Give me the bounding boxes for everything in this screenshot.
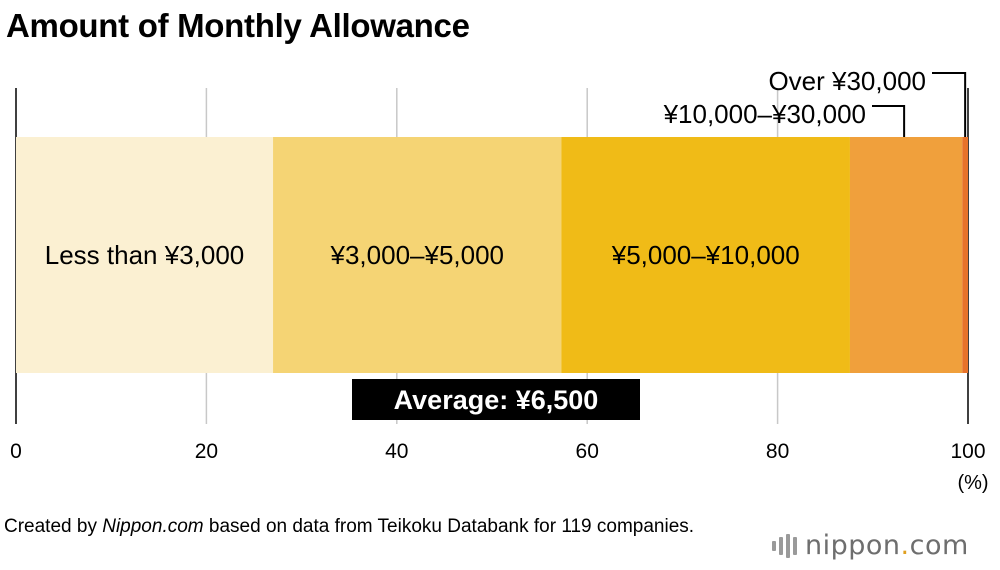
average-box	[352, 379, 640, 420]
callout-leader-4	[872, 105, 906, 137]
x-tick-label: 80	[766, 440, 789, 463]
average-annotation: Average: ¥6,500	[352, 379, 640, 420]
callout-leader-5	[932, 72, 967, 137]
segment-label-3: ¥5,000–¥10,000	[611, 240, 800, 270]
source-prefix: Created by	[4, 516, 103, 537]
x-tick-label: 60	[576, 440, 599, 463]
x-axis: 0 20 40 60 80 100 (%)	[10, 440, 988, 494]
bar-segment-5	[962, 137, 968, 373]
source-note: Created by Nippon.com based on data from…	[4, 514, 744, 539]
x-tick-label: 40	[385, 440, 408, 463]
chart-title: Amount of Monthly Allowance	[6, 7, 470, 44]
stacked-bar-chart: Less than ¥3,000 ¥3,000–¥5,000 ¥5,000–¥10,…	[10, 66, 988, 494]
x-tick-label: 100	[950, 440, 985, 463]
x-tick-label: 20	[195, 440, 218, 463]
brand-dot: .	[900, 530, 910, 561]
callout-label-5: Over ¥30,000	[768, 66, 926, 96]
bar-segment-3	[561, 137, 850, 373]
segment-labels: Less than ¥3,000 ¥3,000–¥5,000 ¥5,000–¥10,…	[45, 240, 800, 270]
brand-mark-icon	[772, 533, 797, 558]
x-unit-label: (%)	[957, 472, 988, 494]
segment-label-1: Less than ¥3,000	[45, 240, 245, 270]
bar-segment-1	[16, 137, 274, 373]
segment-label-2: ¥3,000–¥5,000	[330, 240, 505, 270]
brand-tld: com	[909, 530, 969, 561]
bar-segment-2	[273, 137, 562, 373]
bar-segment-4	[849, 137, 963, 373]
brand-logo: nippon. com	[772, 530, 969, 561]
callout-label-4: ¥10,000–¥30,000	[663, 99, 866, 129]
source-suffix: based on data from Teikoku Databank for …	[203, 516, 695, 537]
x-tick-label: 0	[10, 440, 22, 463]
brand-name: nippon	[805, 530, 901, 561]
average-label: Average: ¥6,500	[394, 385, 599, 415]
bar-segments	[16, 137, 968, 373]
source-site: Nippon.com	[102, 516, 204, 537]
